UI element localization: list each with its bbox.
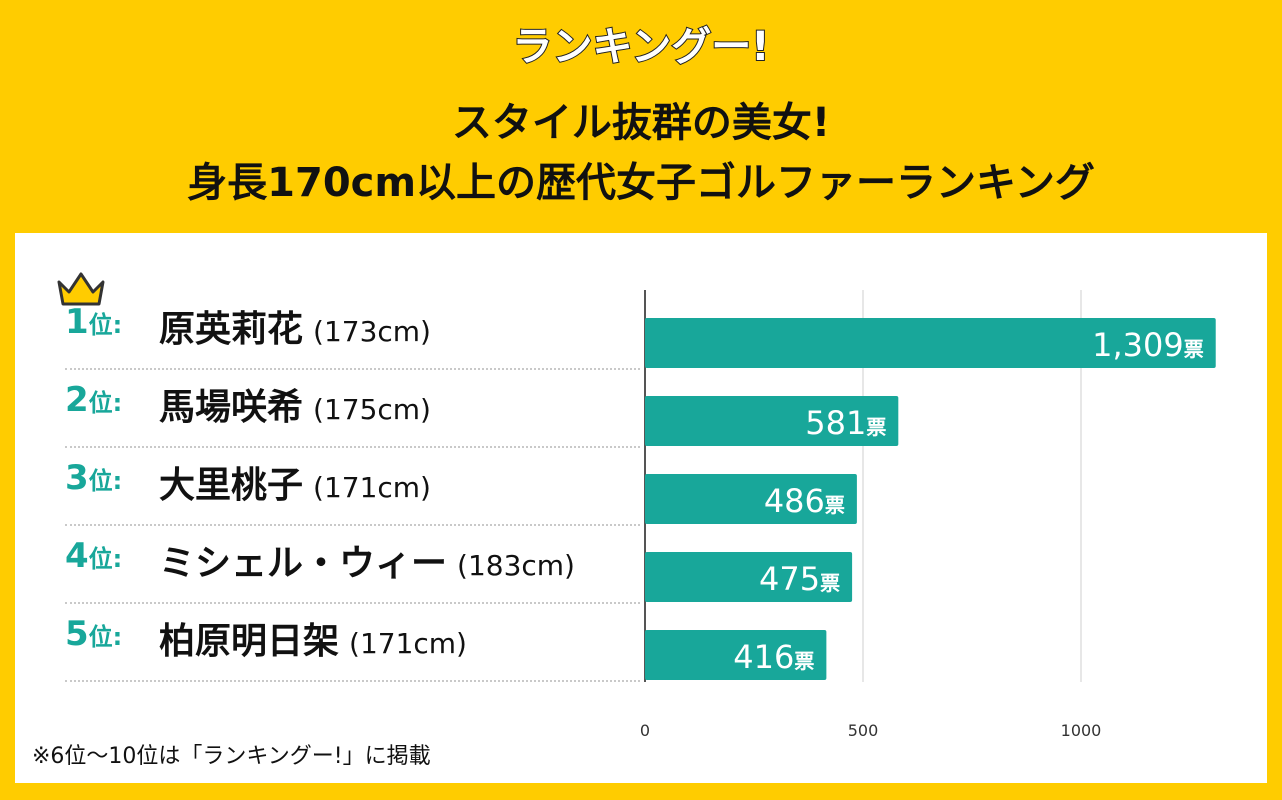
x-tick-label: 500 (848, 721, 879, 740)
bar (645, 552, 853, 602)
ranking-goo-logo: ランキングー! (511, 23, 770, 71)
golfer-height: (171cm) (313, 471, 431, 504)
ranking-row: 5位: 柏原明日架 (171cm) (65, 602, 640, 682)
x-tick-label: 1000 (1061, 721, 1102, 740)
bar-value-label: 475票 (759, 560, 840, 598)
golfer-height: (173cm) (313, 315, 431, 348)
bar (645, 318, 1216, 368)
bar-value-label: 416票 (733, 638, 814, 676)
rank-number: 5位: (65, 614, 123, 654)
x-tick-label: 0 (640, 721, 650, 740)
bar-value-label: 581票 (805, 404, 886, 442)
golfer-name-text: 大里桃子 (159, 465, 304, 506)
rank-number: 2位: (65, 380, 123, 420)
golfer-name: 馬場咲希 (175cm) (159, 378, 431, 430)
golfer-name: 原英莉花 (173cm) (159, 300, 431, 352)
bar-value-label: 486票 (764, 482, 845, 520)
rank-number: 1位: (65, 302, 123, 342)
golfer-height: (175cm) (313, 393, 431, 426)
golfer-name: 大里桃子 (171cm) (159, 456, 431, 508)
golfer-name-text: 馬場咲希 (159, 387, 304, 428)
golfer-height: (171cm) (349, 627, 467, 660)
golfer-name: 柏原明日架 (171cm) (159, 612, 467, 664)
bar (645, 630, 827, 680)
ranking-row: 3位: 大里桃子 (171cm) (65, 446, 640, 526)
golfer-name-text: 原英莉花 (159, 309, 304, 350)
golfer-name-text: 柏原明日架 (159, 621, 340, 662)
bar (645, 396, 899, 446)
logo-text: ランキングー! (512, 24, 769, 70)
golfer-name-text: ミシェル・ウィー (159, 543, 448, 584)
rank-number: 3位: (65, 458, 123, 498)
golfer-name: ミシェル・ウィー (183cm) (159, 534, 575, 586)
ranking-row: 1位: 原英莉花 (173cm) (65, 290, 640, 370)
crown-icon (57, 272, 105, 306)
ranking-row: 2位: 馬場咲希 (175cm) (65, 368, 640, 448)
footnote: ※6位〜10位は「ランキングー!」に掲載 (32, 744, 431, 769)
title-line-2: 身長170cm以上の歴代女子ゴルファーランキング (187, 160, 1095, 206)
bar-value-label: 1,309票 (1092, 326, 1204, 364)
rank-number: 4位: (65, 536, 123, 576)
golfer-height: (183cm) (457, 549, 575, 582)
title-line-1: スタイル抜群の美女! (451, 100, 831, 146)
ranking-row: 4位: ミシェル・ウィー (183cm) (65, 524, 640, 604)
bar (645, 474, 857, 524)
